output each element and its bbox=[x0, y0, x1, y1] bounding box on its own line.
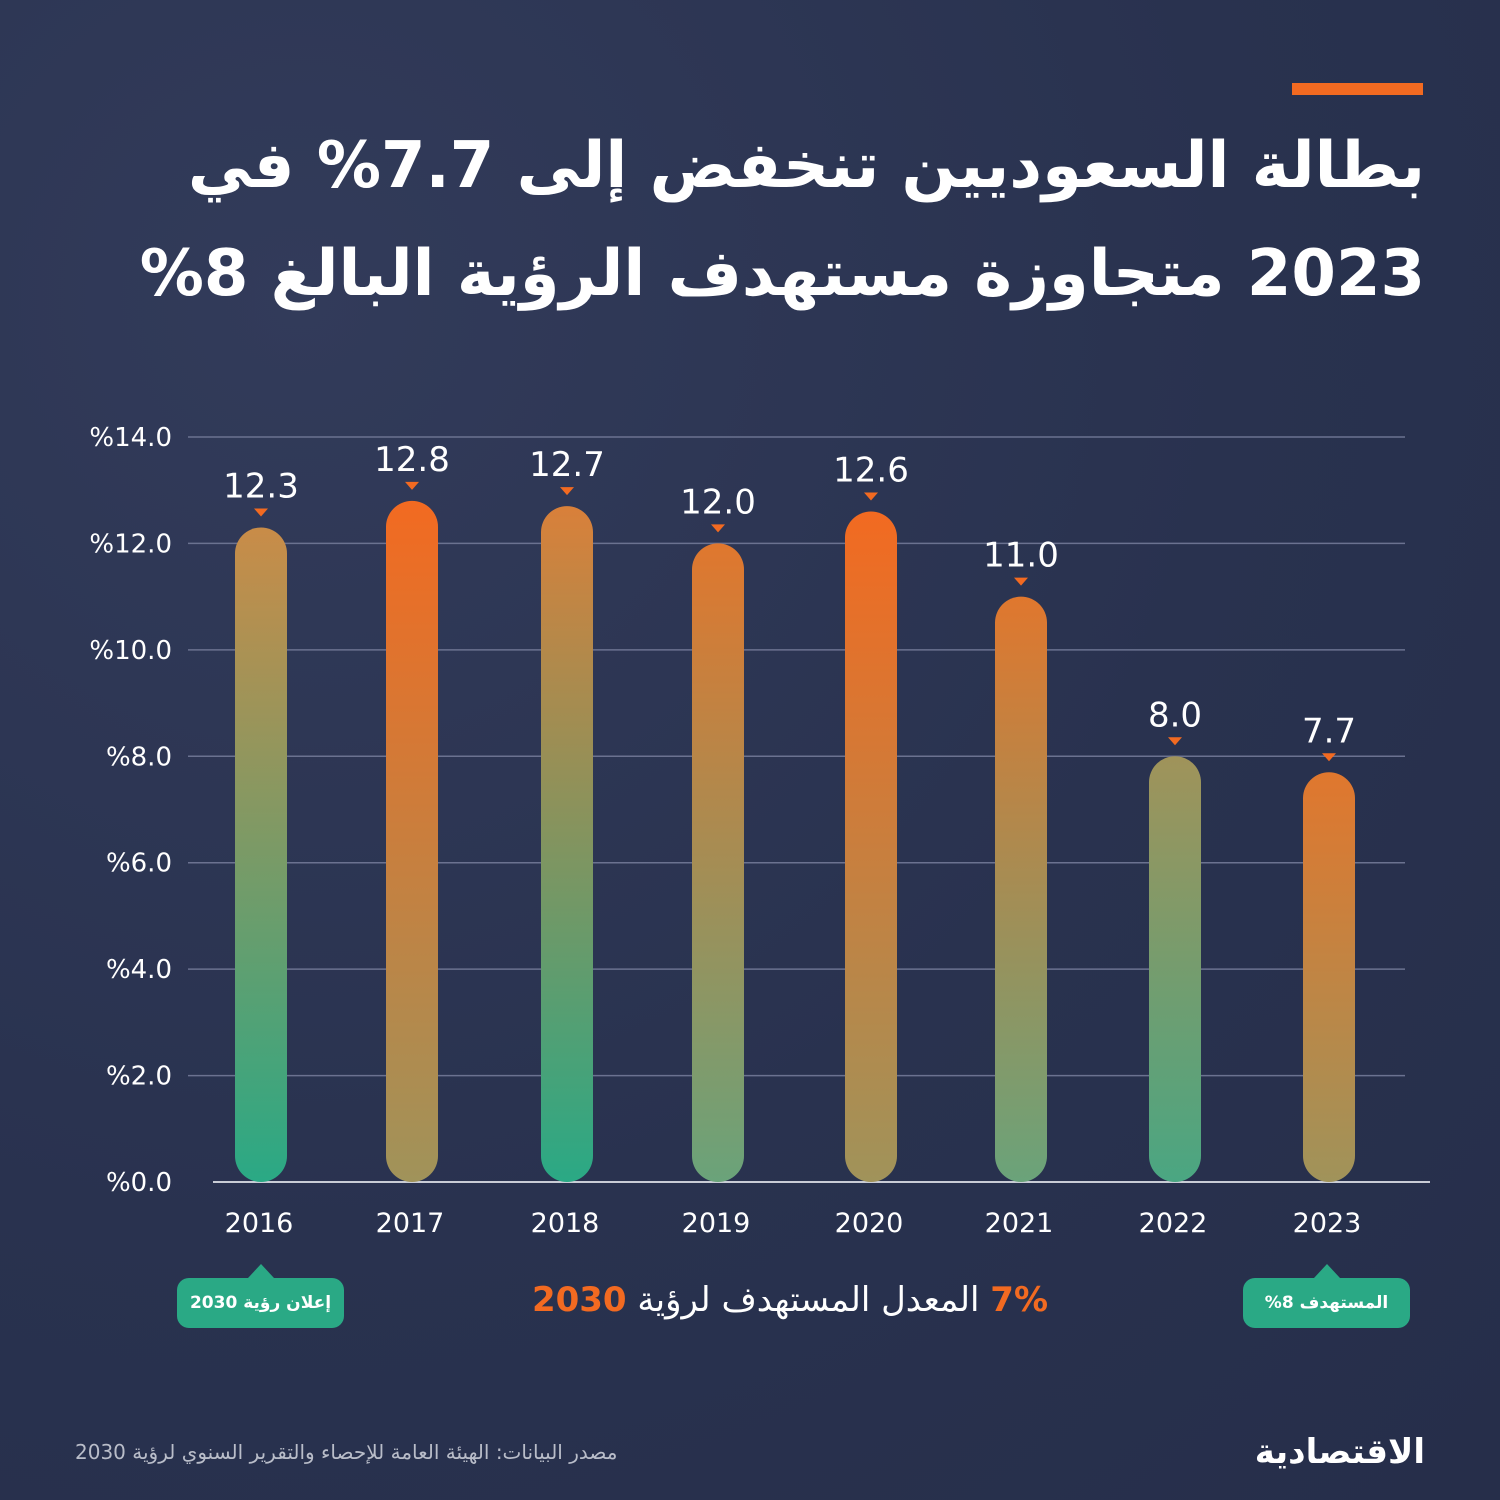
value-pointer bbox=[1014, 577, 1028, 586]
value-pointer bbox=[1168, 737, 1182, 746]
title-accent-bar bbox=[1292, 83, 1423, 95]
y-tick-label: %8.0 bbox=[106, 742, 172, 772]
target-rate-note: 7% المعدل المستهدف لرؤية 2030 bbox=[440, 1280, 1140, 1320]
y-tick-label: %14.0 bbox=[89, 423, 172, 453]
title-line-2: 2023 متجاوزة مستهدف الرؤية البالغ 8% bbox=[139, 237, 1425, 311]
target-rate-year: 2030 bbox=[531, 1280, 627, 1320]
value-label: 12.6 bbox=[833, 451, 909, 491]
x-tick-label: 2021 bbox=[985, 1208, 1054, 1239]
page-title: بطالة السعوديين تنخفض إلى 7.7% في 2023 م… bbox=[85, 112, 1425, 328]
title-line-1: بطالة السعوديين تنخفض إلى 7.7% في bbox=[187, 129, 1425, 203]
y-tick-label: %6.0 bbox=[106, 849, 172, 879]
x-tick-label: 2023 bbox=[1293, 1208, 1362, 1239]
bar-2017 bbox=[386, 500, 438, 1182]
data-source: مصدر البيانات: الهيئة العامة للإحصاء وال… bbox=[75, 1440, 618, 1464]
bar-2019 bbox=[692, 543, 744, 1182]
value-label: 8.0 bbox=[1148, 695, 1202, 735]
target-rate-value: 7% bbox=[990, 1280, 1049, 1320]
bar-2021 bbox=[995, 596, 1047, 1182]
target-badge: المستهدف 8% bbox=[1243, 1264, 1410, 1328]
bar-2020 bbox=[845, 511, 897, 1182]
value-label: 12.8 bbox=[374, 440, 450, 480]
value-label: 12.7 bbox=[529, 445, 605, 485]
y-tick-label: %4.0 bbox=[106, 955, 172, 985]
value-pointer bbox=[864, 492, 878, 501]
bar-2018 bbox=[541, 506, 593, 1182]
x-tick-label: 2016 bbox=[225, 1208, 294, 1239]
x-tick-label: 2017 bbox=[376, 1208, 445, 1239]
value-label: 12.0 bbox=[680, 482, 756, 522]
value-pointer bbox=[405, 481, 419, 490]
value-pointer bbox=[711, 524, 725, 533]
value-pointer bbox=[254, 508, 268, 517]
x-tick-label: 2022 bbox=[1139, 1208, 1208, 1239]
y-tick-label: %12.0 bbox=[89, 529, 172, 559]
bar-2022 bbox=[1149, 756, 1201, 1182]
target-rate-text: المعدل المستهدف لرؤية bbox=[637, 1280, 980, 1320]
value-pointer bbox=[1322, 753, 1336, 762]
value-pointer bbox=[560, 487, 574, 496]
bar-2016 bbox=[235, 527, 287, 1182]
x-tick-label: 2019 bbox=[682, 1208, 751, 1239]
bar-2023 bbox=[1303, 772, 1355, 1182]
value-label: 12.3 bbox=[223, 466, 299, 506]
vision-announcement-badge: إعلان رؤية 2030 bbox=[177, 1264, 344, 1328]
publisher-logo: الاقتصادية bbox=[1254, 1432, 1425, 1472]
x-tick-label: 2018 bbox=[531, 1208, 600, 1239]
y-tick-label: %0.0 bbox=[106, 1168, 172, 1198]
y-tick-label: %2.0 bbox=[106, 1062, 172, 1092]
x-tick-label: 2020 bbox=[835, 1208, 904, 1239]
value-label: 11.0 bbox=[983, 536, 1059, 576]
y-tick-label: %10.0 bbox=[89, 636, 172, 666]
value-label: 7.7 bbox=[1302, 711, 1356, 751]
